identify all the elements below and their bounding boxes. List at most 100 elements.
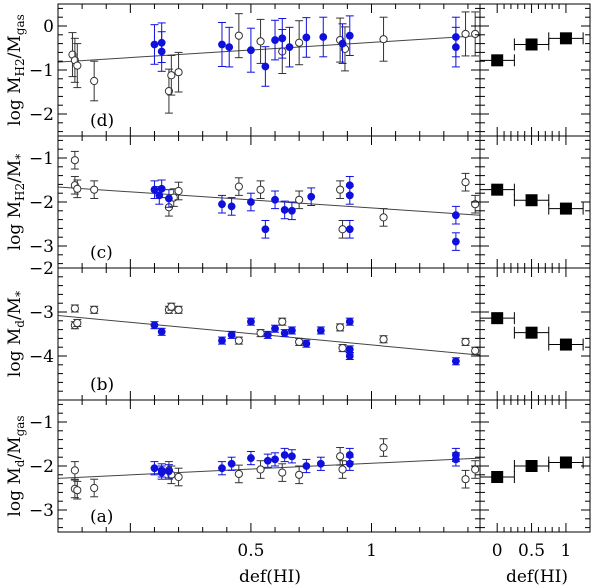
open-point (471, 460, 480, 479)
filled-point (164, 189, 173, 208)
filled-point (227, 456, 236, 471)
open-marker (90, 305, 99, 314)
open-point (295, 337, 304, 347)
filled-point (451, 26, 460, 68)
binned-marker (559, 202, 572, 215)
panel-tag: (d) (90, 111, 114, 131)
filled-marker (263, 456, 272, 465)
y-label-sub: d (13, 320, 27, 328)
open-marker (471, 465, 480, 474)
y-label-sub: H2 (13, 183, 27, 201)
filled-marker (316, 326, 325, 335)
filled-point (319, 16, 328, 58)
binned-point (513, 326, 550, 339)
binned-point (548, 32, 584, 45)
open-marker (278, 468, 287, 477)
x-tick-label: 1 (561, 541, 572, 561)
open-marker (73, 318, 82, 328)
binned-point (513, 38, 550, 51)
open-marker (295, 195, 304, 204)
filled-marker (218, 464, 226, 473)
y-label-text: log M (5, 76, 25, 125)
fit-line (58, 457, 480, 479)
filled-point (164, 464, 173, 479)
binned-point (548, 338, 584, 351)
binned-point (479, 183, 515, 196)
open-marker (234, 31, 243, 40)
left-frame (57, 135, 481, 269)
filled-marker (278, 34, 287, 43)
binned-point (548, 456, 584, 469)
filled-marker (288, 452, 296, 461)
binned-marker (491, 54, 504, 67)
filled-point (316, 456, 325, 471)
open-marker (73, 486, 82, 495)
open-point (295, 20, 304, 66)
filled-point (227, 330, 236, 339)
open-point (338, 343, 347, 353)
x-axis-title-left: def(HI) (239, 567, 301, 586)
filled-point (157, 31, 166, 72)
right-frame (479, 399, 591, 533)
y-tick-label: −2 (29, 193, 54, 213)
open-marker (461, 337, 470, 347)
open-marker (70, 466, 79, 475)
open-point (379, 208, 388, 227)
y-tick-label: 0 (43, 17, 54, 37)
open-marker (379, 335, 388, 344)
open-marker (336, 452, 345, 461)
x-tick-label: 0.5 (237, 541, 264, 561)
open-point (471, 346, 480, 355)
filled-point (217, 194, 226, 214)
open-point (234, 177, 243, 196)
open-marker (461, 178, 470, 187)
y-tick-label: −2 (29, 105, 54, 125)
open-point (338, 460, 347, 479)
filled-marker (345, 345, 354, 354)
filled-marker (451, 43, 460, 52)
filled-point (150, 24, 159, 65)
filled-marker (288, 206, 296, 215)
filled-point (225, 26, 234, 68)
open-point (73, 43, 82, 89)
filled-point (217, 336, 226, 345)
right-frame (479, 3, 591, 137)
open-marker (70, 304, 79, 313)
open-marker (461, 29, 470, 39)
filled-point (246, 450, 255, 466)
binned-point (513, 194, 550, 207)
filled-marker (165, 467, 173, 476)
open-point (90, 60, 99, 102)
open-point (167, 302, 176, 311)
open-point (70, 150, 79, 170)
filled-point (345, 456, 354, 471)
binned-marker (525, 38, 538, 51)
y-axis-label: log MH2/Mgas (5, 14, 27, 126)
filled-point (150, 180, 159, 199)
filled-point (227, 197, 236, 216)
filled-marker (157, 327, 166, 336)
open-marker (256, 185, 265, 194)
open-point (70, 304, 79, 313)
filled-marker (247, 46, 255, 55)
filled-marker (150, 40, 159, 49)
y-axis-label: log Md/M* (5, 291, 27, 377)
open-point (174, 467, 183, 487)
open-marker (174, 68, 183, 77)
y-tick-label: −3 (29, 237, 54, 257)
open-point (278, 463, 287, 482)
filled-point (280, 200, 289, 220)
filled-marker (288, 326, 296, 335)
filled-point (271, 190, 280, 210)
filled-point (302, 339, 311, 348)
filled-marker (247, 198, 255, 206)
y-tick-label: −3 (29, 303, 54, 323)
filled-marker (307, 192, 316, 201)
open-point (174, 305, 183, 314)
open-point (379, 438, 388, 457)
binned-marker (491, 183, 504, 196)
filled-marker (227, 202, 236, 211)
